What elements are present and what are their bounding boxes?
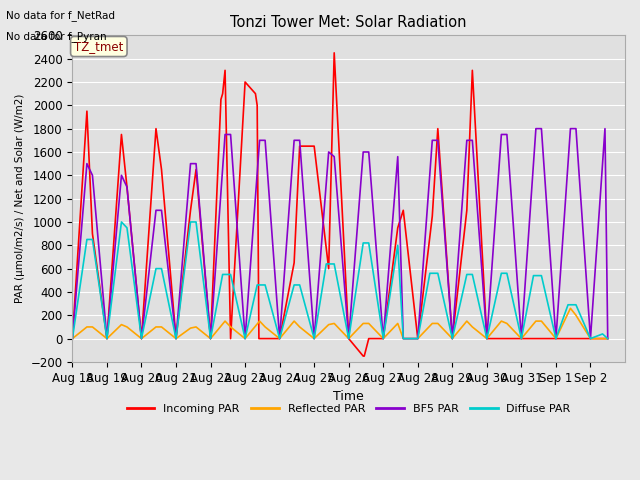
Title: Tonzi Tower Met: Solar Radiation: Tonzi Tower Met: Solar Radiation — [230, 15, 467, 30]
Text: TZ_tmet: TZ_tmet — [74, 40, 124, 53]
Text: No data for f_Pyran: No data for f_Pyran — [6, 31, 107, 42]
Text: No data for f_NetRad: No data for f_NetRad — [6, 10, 115, 21]
Y-axis label: PAR (μmol/m2/s) / Net and Solar (W/m2): PAR (μmol/m2/s) / Net and Solar (W/m2) — [15, 94, 25, 303]
X-axis label: Time: Time — [333, 390, 364, 403]
Legend: Incoming PAR, Reflected PAR, BF5 PAR, Diffuse PAR: Incoming PAR, Reflected PAR, BF5 PAR, Di… — [122, 399, 575, 419]
